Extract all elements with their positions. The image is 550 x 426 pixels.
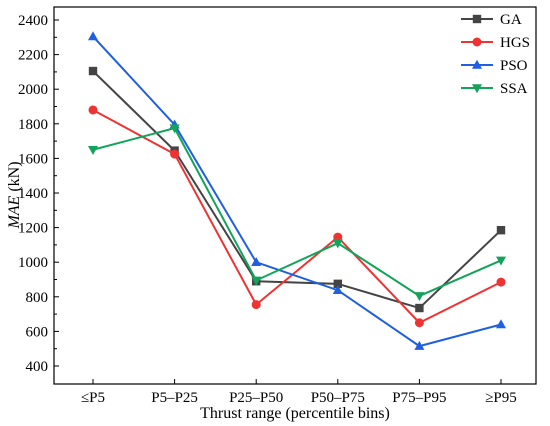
- data-point-pso: [414, 340, 425, 350]
- y-tick-label: 2200: [18, 48, 48, 64]
- y-tick-label: 1200: [18, 221, 48, 237]
- data-point-ssa: [169, 124, 180, 134]
- x-tick-label: P25–P50: [229, 390, 283, 406]
- y-tick-label: 2000: [18, 82, 48, 98]
- legend: GA HGS PSO SSA: [461, 12, 530, 97]
- series-line-ga: [92, 70, 502, 310]
- legend-label-hgs: HGS: [500, 35, 530, 51]
- legend-marker-pso: [472, 59, 482, 69]
- x-axis: ≤P5 P5–P25 P25–P50 P50–P75 P75–P95 ≥P95: [81, 379, 517, 406]
- data-point-ga: [88, 66, 98, 76]
- y-axis-title-unit: (kN): [6, 161, 23, 195]
- x-tick-label: P75–P95: [392, 390, 446, 406]
- series-line-hgs: [92, 109, 502, 324]
- y-tick-label: 600: [26, 324, 49, 340]
- legend-label-pso: PSO: [500, 58, 528, 74]
- data-point-ga: [333, 279, 342, 289]
- data-point-ssa: [88, 145, 98, 155]
- plot-frame: [53, 6, 537, 385]
- y-tick-label: 1800: [18, 117, 48, 133]
- data-point-ga: [496, 225, 506, 235]
- y-axis: 400 600 800 1000 1200 1400 1600 1800 2000 2200 240…: [18, 13, 59, 375]
- x-tick-label: ≤P5: [81, 390, 105, 406]
- data-point-ssa: [251, 276, 262, 286]
- data-point-pso: [496, 319, 506, 329]
- y-tick-label: 400: [26, 359, 49, 375]
- series-line-ssa: [92, 126, 502, 298]
- y-tick-label: 1600: [18, 151, 48, 167]
- legend-label-ga: GA: [500, 12, 522, 28]
- data-point-hgs: [170, 149, 180, 159]
- data-point-hgs: [88, 105, 98, 115]
- data-point-pso: [251, 257, 262, 266]
- data-point-hgs: [414, 318, 424, 328]
- data-point-ssa: [496, 256, 506, 266]
- legend-marker-ga: [472, 14, 482, 24]
- y-axis-title: MAE (kN): [6, 161, 23, 229]
- data-point-hgs: [333, 232, 343, 242]
- data-point-pso: [88, 31, 98, 41]
- y-tick-label: 1000: [18, 255, 48, 271]
- y-tick-label: 1400: [18, 186, 48, 202]
- legend-label-ssa: SSA: [500, 81, 528, 97]
- series-layer: [88, 31, 506, 350]
- series-line-pso: [92, 35, 502, 348]
- x-tick-label: P50–P75: [311, 390, 365, 406]
- data-point-hgs: [496, 277, 506, 287]
- x-axis-title: Thrust range (percentile bins): [200, 405, 390, 422]
- data-point-pso: [332, 285, 343, 295]
- data-point-ssa: [414, 292, 425, 302]
- x-tick-label: P5–P25: [151, 390, 198, 406]
- x-tick-label: ≥P95: [485, 390, 517, 406]
- data-point-ssa: [332, 239, 343, 249]
- legend-marker-ssa: [472, 84, 482, 94]
- data-point-hgs: [251, 300, 261, 310]
- y-tick-label: 2400: [18, 13, 48, 29]
- legend-marker-hgs: [472, 37, 482, 47]
- data-point-ga: [415, 303, 424, 313]
- y-axis-title-italic: MAE: [6, 195, 23, 229]
- y-tick-label: 800: [26, 290, 49, 306]
